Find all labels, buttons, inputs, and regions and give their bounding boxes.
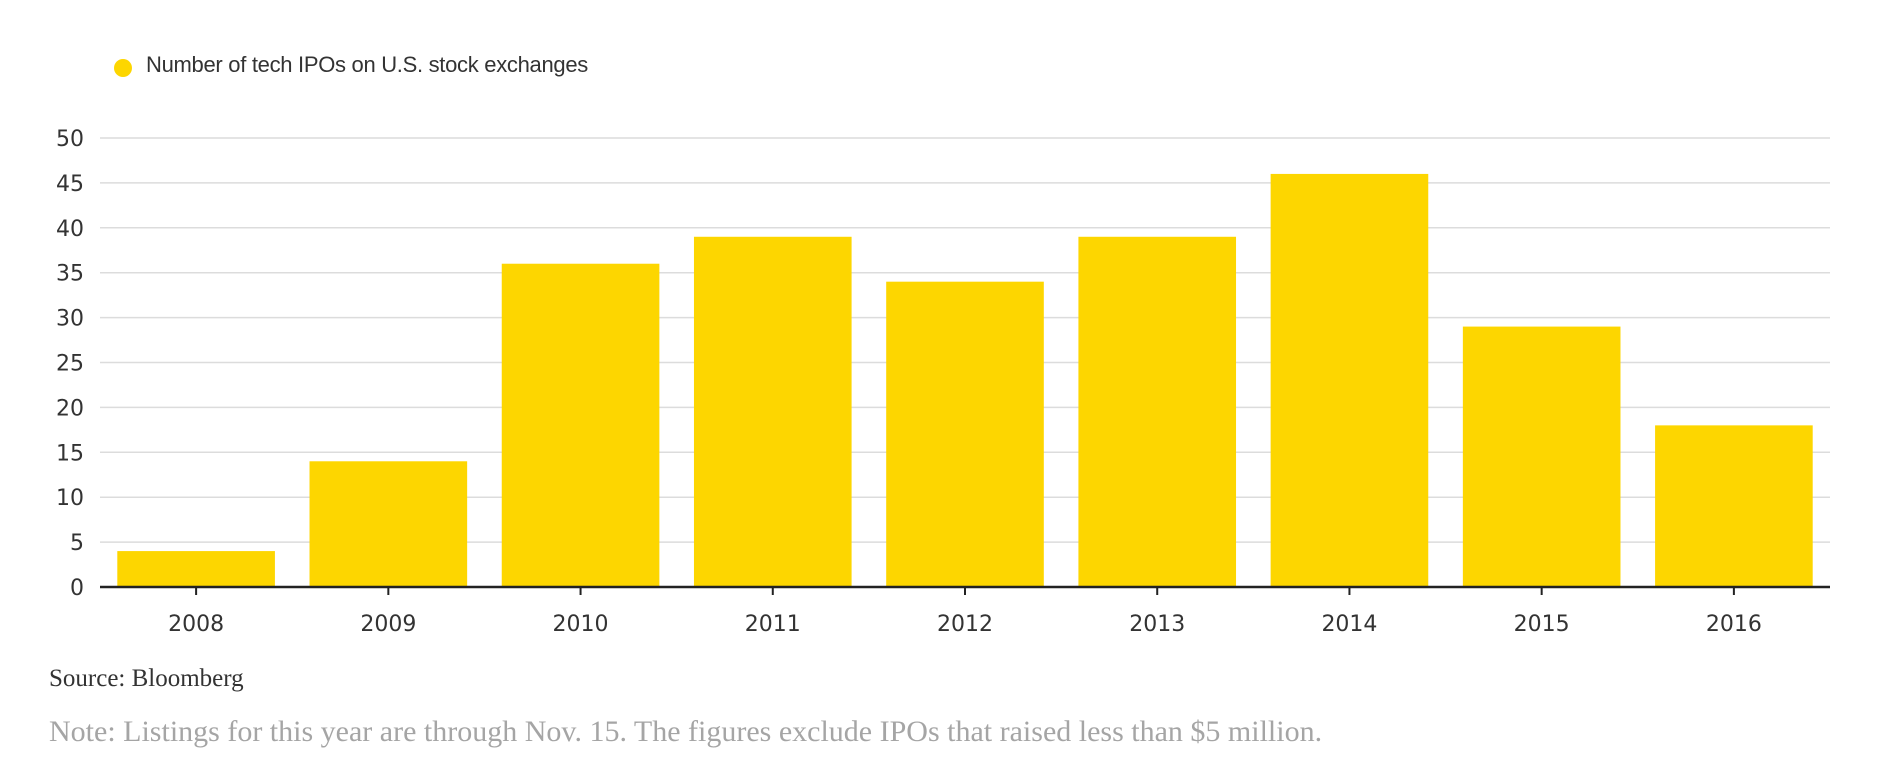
bar <box>309 461 468 587</box>
x-tick-label: 2013 <box>1129 612 1185 637</box>
x-tick-label: 2012 <box>937 612 993 637</box>
bar <box>693 236 852 587</box>
bar-chart: 0 5 10 15 20 25 30 35 40 45 50 2008 2009 2010 2011 201… <box>56 127 1830 637</box>
y-tick-label: 30 <box>56 307 84 332</box>
x-axis-ticks: 2008 2009 2010 2011 2012 2013 2014 2015 2016 <box>168 587 1762 637</box>
y-axis-tick-labels: 0 5 10 15 20 25 30 35 40 45 50 <box>56 127 84 601</box>
bar <box>886 281 1044 587</box>
y-tick-label: 40 <box>56 217 84 242</box>
y-tick-label: 35 <box>56 262 84 287</box>
source-text: Source: Bloomberg <box>49 665 244 692</box>
bar <box>117 551 275 587</box>
y-tick-label: 45 <box>56 172 84 197</box>
legend: Number of tech IPOs on U.S. stock exchan… <box>114 52 588 78</box>
x-tick-label: 2011 <box>745 612 801 637</box>
x-tick-label: 2009 <box>360 612 416 637</box>
bar <box>1078 236 1237 587</box>
legend-swatch <box>114 59 132 77</box>
x-tick-label: 2015 <box>1514 612 1570 637</box>
x-tick-label: 2010 <box>553 612 609 637</box>
y-tick-label: 10 <box>56 486 84 511</box>
bar <box>1462 326 1621 587</box>
y-tick-label: 5 <box>70 531 84 556</box>
bars <box>117 173 1813 588</box>
note-text: Note: Listings for this year are through… <box>49 715 1323 748</box>
bar <box>1270 173 1429 588</box>
y-tick-label: 20 <box>56 396 84 421</box>
bar <box>501 263 660 587</box>
x-tick-label: 2008 <box>168 612 224 637</box>
x-tick-label: 2016 <box>1706 612 1762 637</box>
y-tick-label: 15 <box>56 441 84 466</box>
y-tick-label: 25 <box>56 352 84 377</box>
x-tick-label: 2014 <box>1321 612 1377 637</box>
bar <box>1655 425 1813 587</box>
legend-label: Number of tech IPOs on U.S. stock exchan… <box>146 52 588 77</box>
y-tick-label: 50 <box>56 127 84 152</box>
y-tick-label: 0 <box>70 576 84 601</box>
